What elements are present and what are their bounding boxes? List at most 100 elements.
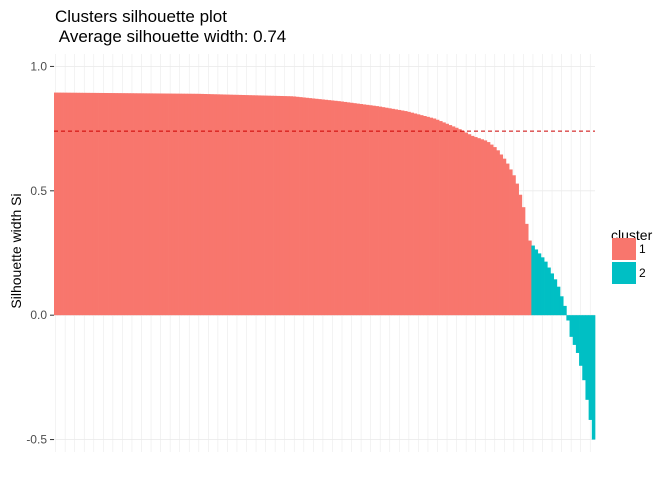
silhouette-bar: [369, 105, 373, 316]
silhouette-bar: [127, 93, 131, 316]
silhouette-bar: [531, 245, 535, 316]
y-axis: -0.5 0.0 0.5 1.0: [26, 59, 54, 447]
silhouette-bar: [260, 95, 265, 316]
silhouette-bar: [563, 305, 567, 316]
legend: cluster 12: [611, 227, 653, 284]
silhouette-bar: [489, 144, 494, 316]
silhouette-bar: [60, 92, 64, 316]
silhouette-bar: [493, 147, 497, 316]
silhouette-bar: [362, 104, 367, 316]
silhouette-bar: [537, 253, 542, 316]
legend-key-1: [612, 238, 636, 260]
silhouette-bar: [359, 104, 364, 316]
silhouette-bar: [327, 100, 332, 316]
silhouette-bar: [222, 94, 227, 316]
silhouette-bar: [314, 98, 319, 316]
silhouette-bar: [130, 93, 134, 316]
silhouette-bar: [178, 93, 182, 316]
chart-subtitle: Average silhouette width: 0.74: [55, 27, 286, 46]
silhouette-bar: [120, 93, 125, 316]
silhouette-bar: [251, 95, 255, 316]
silhouette-bar: [162, 93, 166, 316]
silhouette-bar: [458, 129, 462, 316]
silhouette-bar: [375, 106, 379, 316]
silhouette-bar: [197, 93, 201, 316]
silhouette-bar: [324, 99, 329, 316]
silhouette-bar: [69, 92, 74, 316]
silhouette-bar: [378, 106, 383, 316]
silhouette-bar: [480, 139, 484, 316]
silhouette-bar: [499, 154, 504, 316]
silhouette-bar: [187, 93, 192, 316]
y-tick-label: 0.5: [30, 184, 47, 198]
silhouette-bar: [544, 261, 548, 316]
silhouette-bar: [273, 95, 278, 316]
silhouette-bar: [407, 111, 411, 316]
silhouette-bar: [133, 93, 138, 316]
silhouette-bar: [184, 93, 189, 316]
silhouette-bar: [190, 93, 195, 316]
silhouette-bar: [426, 116, 430, 316]
silhouette-bar: [461, 130, 465, 316]
silhouette-bar: [419, 115, 424, 316]
silhouette-bar: [114, 93, 118, 316]
silhouette-bar: [381, 107, 386, 316]
silhouette-bar: [356, 103, 360, 316]
silhouette-bar: [63, 92, 68, 316]
silhouette-bar: [143, 93, 147, 316]
silhouette-bar: [194, 93, 198, 316]
silhouette-bar: [168, 93, 173, 316]
silhouette-bar: [365, 104, 370, 316]
silhouette-bar: [502, 158, 507, 316]
silhouette-bar: [477, 138, 481, 316]
silhouette-bar: [454, 127, 459, 316]
silhouette-bar: [311, 98, 316, 316]
silhouette-bar: [276, 95, 281, 316]
silhouette-bar: [349, 102, 354, 316]
silhouette-bar: [470, 135, 475, 316]
silhouette-bar: [566, 315, 570, 321]
silhouette-bar: [346, 102, 351, 316]
silhouette-bar: [512, 175, 516, 316]
silhouette-bar: [229, 94, 233, 316]
silhouette-bar: [216, 94, 220, 316]
silhouette-bar: [384, 107, 389, 316]
silhouette-bar: [54, 92, 58, 316]
silhouette-bar: [152, 93, 157, 316]
legend-label-2: 2: [639, 266, 646, 280]
silhouette-bar: [238, 94, 243, 316]
silhouette-bar: [200, 93, 204, 316]
silhouette-bar: [575, 315, 580, 353]
silhouette-bar: [404, 111, 408, 316]
silhouette-bar: [588, 315, 593, 420]
silhouette-bar: [518, 194, 523, 316]
silhouette-bar: [254, 95, 259, 316]
legend-label-1: 1: [639, 242, 646, 256]
silhouette-bar: [171, 93, 176, 316]
silhouette-bar: [515, 183, 519, 316]
y-tick-label: 1.0: [30, 59, 47, 73]
silhouette-bar: [464, 132, 469, 316]
silhouette-bar: [343, 101, 348, 316]
silhouette-bar: [572, 315, 577, 345]
silhouette-bar: [292, 96, 297, 316]
silhouette-bar: [308, 98, 313, 316]
silhouette-bar: [540, 257, 545, 316]
silhouette-bar: [241, 94, 246, 316]
silhouette-bar: [451, 126, 456, 316]
silhouette-bar: [244, 95, 249, 316]
silhouette-bar: [591, 315, 596, 440]
silhouette-bar: [219, 94, 224, 316]
silhouette-bar: [579, 315, 583, 366]
silhouette-bar: [423, 116, 427, 316]
silhouette-bar: [101, 92, 106, 316]
silhouette-bar: [553, 279, 558, 316]
silhouette-bar: [496, 150, 500, 316]
silhouette-bar: [559, 296, 564, 316]
silhouette-bar: [547, 267, 551, 316]
silhouette-bar: [73, 92, 77, 316]
silhouette-bar: [394, 109, 399, 316]
silhouette-bar: [111, 93, 115, 316]
silhouette-bar: [124, 93, 128, 316]
